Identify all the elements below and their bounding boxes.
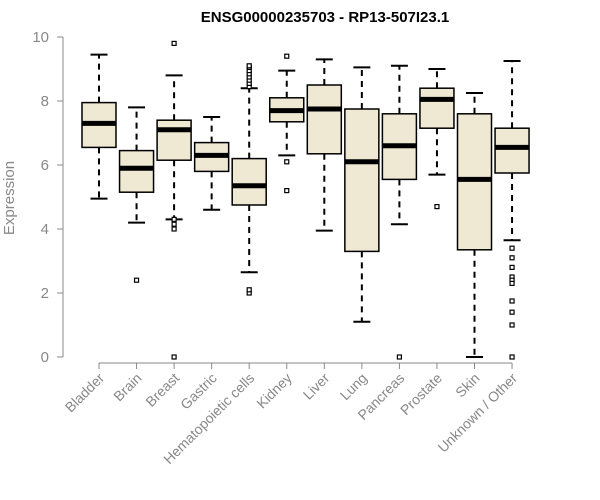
box-kidney — [269, 53, 305, 194]
boxes-group — [81, 40, 530, 360]
box-liver — [306, 58, 343, 232]
outlier-point — [171, 40, 177, 47]
y-tick-label: 0 — [41, 349, 49, 366]
outlier-point — [284, 53, 290, 59]
y-tick-label: 8 — [41, 93, 49, 110]
outlier-point — [509, 255, 515, 261]
x-tick-label: Bladder — [62, 370, 108, 416]
outlier-point — [509, 280, 515, 286]
box-unknown-other — [494, 60, 530, 360]
iqr-box — [231, 157, 267, 206]
y-axis-label: Expression — [1, 161, 18, 235]
box-lung — [344, 66, 380, 323]
box-brain — [118, 106, 155, 283]
box-hematopoietic-cells — [231, 63, 267, 296]
outlier-point — [509, 309, 515, 315]
box-pancreas — [381, 64, 418, 360]
iqr-box — [306, 84, 343, 155]
y-tick-label: 6 — [41, 157, 49, 174]
outlier-point — [171, 226, 177, 232]
outlier-point — [133, 277, 140, 283]
box-bladder — [81, 53, 117, 200]
x-tick-label: Brain — [110, 370, 144, 404]
outlier-point — [246, 63, 252, 69]
outlier-point — [284, 188, 290, 194]
iqr-box — [118, 149, 155, 193]
box-skin — [456, 92, 493, 358]
box-prostate — [419, 68, 455, 210]
box-gastric — [193, 116, 230, 211]
iqr-box — [344, 108, 380, 253]
outlier-point — [246, 287, 252, 293]
outlier-point — [284, 159, 290, 165]
y-axis: 0 2 4 6 8 10 — [32, 29, 64, 366]
x-tick-label: Liver — [300, 370, 333, 403]
iqr-box — [156, 119, 192, 161]
x-tick-label: Breast — [142, 370, 182, 410]
outlier-point — [509, 322, 515, 328]
iqr-box — [419, 87, 455, 129]
outlier-point — [171, 354, 177, 360]
outlier-point — [509, 264, 515, 270]
y-tick-label: 10 — [32, 29, 49, 46]
iqr-box — [494, 127, 530, 174]
box-breast — [156, 40, 192, 360]
y-tick-label: 2 — [41, 285, 49, 302]
outlier-point — [509, 354, 515, 360]
outlier-point — [396, 354, 402, 360]
outlier-point — [509, 298, 515, 304]
outlier-point — [509, 245, 515, 251]
y-tick-label: 4 — [41, 221, 49, 238]
x-tick-label: Lung — [337, 370, 370, 403]
outlier-point — [434, 204, 440, 210]
outlier-point — [171, 221, 177, 227]
chart-title: ENSG00000235703 - RP13-507I23.1 — [201, 9, 450, 26]
x-tick-label: Skin — [452, 370, 483, 401]
x-tick-label: Prostate — [397, 370, 445, 418]
x-tick-label: Kidney — [253, 370, 295, 412]
outlier-point — [171, 216, 177, 222]
